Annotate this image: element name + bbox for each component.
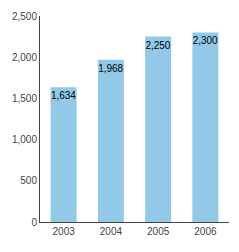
svg-text:2,250: 2,250 xyxy=(145,40,170,51)
svg-text:2003: 2003 xyxy=(53,226,76,237)
svg-text:0: 0 xyxy=(31,217,37,228)
svg-text:2005: 2005 xyxy=(147,226,170,237)
svg-text:500: 500 xyxy=(20,175,37,186)
svg-text:2,500: 2,500 xyxy=(12,11,37,22)
svg-text:2,300: 2,300 xyxy=(193,35,218,46)
svg-text:1,968: 1,968 xyxy=(98,63,123,74)
svg-text:2004: 2004 xyxy=(100,226,123,237)
svg-text:2,000: 2,000 xyxy=(12,52,37,63)
svg-text:1,000: 1,000 xyxy=(12,134,37,145)
svg-text:1,500: 1,500 xyxy=(12,93,37,104)
svg-text:1,634: 1,634 xyxy=(51,90,76,101)
svg-text:2006: 2006 xyxy=(194,226,217,237)
